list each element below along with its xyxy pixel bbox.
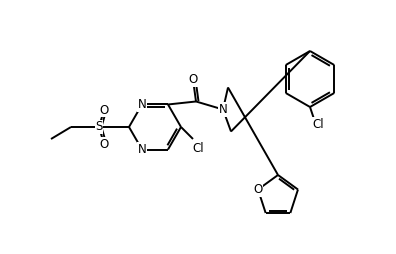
Text: Cl: Cl [192,141,204,154]
Text: O: O [253,183,263,196]
Text: O: O [188,73,198,86]
Text: S: S [95,120,103,134]
Text: N: N [138,143,147,156]
Text: Cl: Cl [312,118,324,131]
Text: N: N [219,103,227,116]
Text: O: O [99,137,109,151]
Text: O: O [99,103,109,117]
Text: N: N [138,98,147,111]
